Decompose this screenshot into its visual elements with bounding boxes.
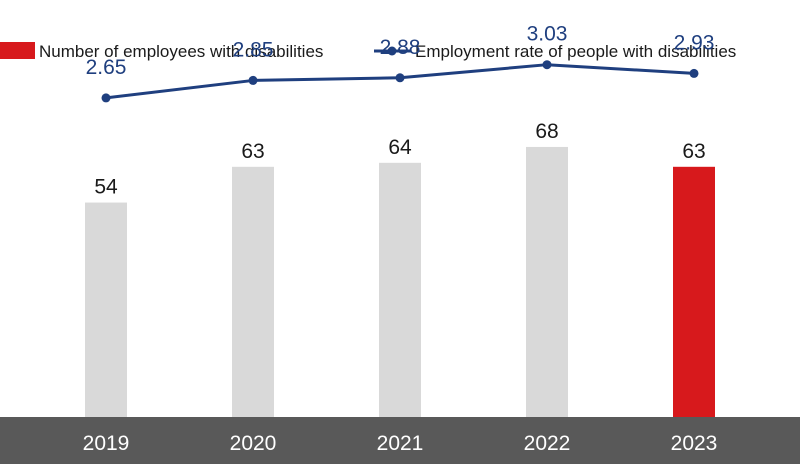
rate-value-label-2019: 2.65 [86,56,127,79]
x-tick-2021: 2021 [377,432,424,455]
rate-point-2020 [248,75,258,85]
x-tick-2022: 2022 [524,432,571,455]
bar-value-label-2022: 68 [535,120,558,143]
legend-line-marker [387,46,397,56]
bar-2019 [85,202,127,417]
rate-value-label-2023: 2.93 [674,31,715,54]
bar-value-label-2021: 64 [388,136,412,159]
rate-points [101,60,699,103]
legend: Number of employees with disabilities Em… [0,42,736,61]
bar-value-label-2023: 63 [682,140,705,163]
rate-point-2021 [395,73,405,83]
bar-value-label-2020: 63 [241,140,264,163]
bar-2022 [526,146,568,417]
x-tick-2019: 2019 [83,432,130,455]
rate-value-label-2020: 2.85 [233,38,274,61]
rate-point-2023 [689,68,699,78]
bar-value-label-2019: 54 [94,176,118,199]
bars [85,146,715,417]
x-axis-tick-labels: 2019 2020 2021 2022 2023 [83,432,718,455]
rate-point-2019 [101,93,111,103]
rate-value-labels: 2.65 2.85 2.88 3.03 2.93 [86,23,715,79]
bar-2021 [379,162,421,417]
legend-line-label: Employment rate of people with disabilit… [415,42,736,61]
legend-bar-label: Number of employees with disabilities [39,42,323,61]
rate-point-2022 [542,60,552,70]
bar-2020 [232,166,274,417]
bar-value-labels: 54 63 64 68 63 [94,120,705,199]
x-tick-2023: 2023 [671,432,718,455]
rate-value-label-2021: 2.88 [380,36,421,59]
bar-2023 [673,166,715,417]
x-axis-band [0,417,800,464]
legend-bar-swatch [0,42,35,59]
x-tick-2020: 2020 [230,432,277,455]
rate-value-label-2022: 3.03 [527,23,568,46]
